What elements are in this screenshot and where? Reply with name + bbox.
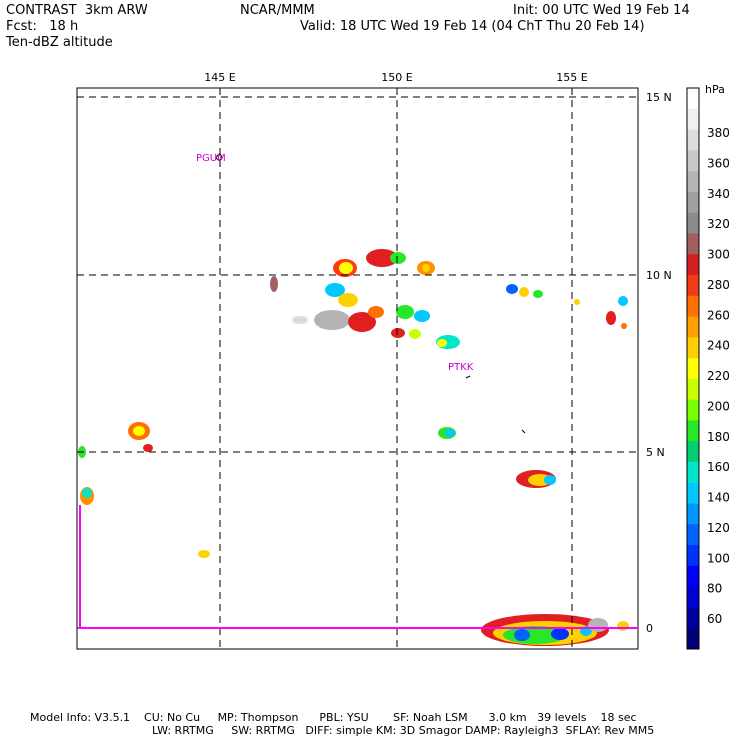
header-fcst: Fcst: 18 h <box>6 19 79 34</box>
colorbar-swatch <box>687 295 699 318</box>
colorbar-swatch <box>687 482 699 505</box>
colorbar-label: 340 <box>707 187 730 201</box>
colorbar-swatch <box>687 420 699 442</box>
colorbar-swatch <box>687 316 699 338</box>
colorbar-label: 100 <box>707 551 730 565</box>
colorbar-label: 80 <box>707 582 722 596</box>
reflectivity-echoes <box>78 249 629 646</box>
station-pgum: PGUM <box>196 153 226 164</box>
colorbar-swatch <box>687 399 699 421</box>
colorbar-swatch <box>687 275 699 297</box>
colorbar-swatch <box>687 524 699 546</box>
colorbar-swatch <box>687 171 699 193</box>
colorbar-swatch <box>687 503 699 525</box>
lon-label-150: 150 E <box>381 71 412 84</box>
footer-model-info-1: Model Info: V3.5.1 CU: No Cu MP: Thompso… <box>30 711 637 724</box>
header-valid: Valid: 18 UTC Wed 19 Feb 14 (04 ChT Thu … <box>300 19 645 34</box>
lat-label-15n: 15 N <box>646 91 672 104</box>
colorbar-label: 160 <box>707 460 730 474</box>
header-model: CONTRAST 3km ARW <box>6 3 148 18</box>
colorbar-swatch <box>687 628 699 650</box>
lat-label-10n: 10 N <box>646 269 672 282</box>
colorbar-swatch <box>687 108 699 131</box>
colorbar-swatch <box>687 254 699 276</box>
colorbar-label: 220 <box>707 369 730 383</box>
colorbar-swatch <box>687 358 699 380</box>
map-border <box>76 87 639 650</box>
colorbar-label: 380 <box>707 126 730 140</box>
colorbar-label: 200 <box>707 399 730 413</box>
colorbar-swatch <box>687 337 699 359</box>
colorbar-swatch <box>687 565 699 588</box>
colorbar <box>687 88 699 650</box>
coastlines <box>215 96 526 434</box>
lon-label-155: 155 E <box>556 71 587 84</box>
colorbar-swatch <box>687 441 699 463</box>
colorbar-swatch <box>687 212 699 234</box>
colorbar-swatch <box>687 607 699 629</box>
map-figure: 145 E 150 E 155 E 15 N 10 N 5 N 0 PGUM P… <box>76 71 730 650</box>
colorbar-label: 140 <box>707 491 730 505</box>
header-init: Init: 00 UTC Wed 19 Feb 14 <box>513 3 690 18</box>
header-field: Ten-dBZ altitude <box>6 35 113 50</box>
lat-label-0: 0 <box>646 622 653 635</box>
colorbar-label: 280 <box>707 278 730 292</box>
colorbar-label: 60 <box>707 612 722 626</box>
footer-model-info-2: LW: RRTMG SW: RRTMG DIFF: simple KM: 3D … <box>152 724 655 737</box>
colorbar-label: 300 <box>707 248 730 262</box>
colorbar-swatch <box>687 378 699 401</box>
header-org: NCAR/MMM <box>240 3 315 18</box>
domain-boundary <box>79 505 638 629</box>
colorbar-swatch <box>687 150 699 172</box>
colorbar-swatch <box>687 462 699 484</box>
lon-label-145: 145 E <box>204 71 235 84</box>
colorbar-border <box>686 87 700 650</box>
colorbar-swatch <box>687 586 699 608</box>
colorbar-swatch <box>687 88 699 110</box>
colorbar-label: 120 <box>707 521 730 535</box>
colorbar-swatch <box>687 545 699 567</box>
colorbar-swatch <box>687 129 699 151</box>
colorbar-swatch <box>687 191 699 214</box>
colorbar-label: 240 <box>707 339 730 353</box>
colorbar-label: 320 <box>707 217 730 231</box>
colorbar-unit: hPa <box>705 83 725 96</box>
colorbar-swatch <box>687 233 699 255</box>
graticule <box>77 88 638 649</box>
colorbar-labels: 380 360 340 320 300 280 260 240 220 200 180 160 140 1… <box>707 126 730 626</box>
station-ptkk: PTKK <box>448 362 474 373</box>
colorbar-label: 180 <box>707 430 730 444</box>
colorbar-label: 360 <box>707 156 730 170</box>
lat-label-5n: 5 N <box>646 446 665 459</box>
colorbar-label: 260 <box>707 308 730 322</box>
